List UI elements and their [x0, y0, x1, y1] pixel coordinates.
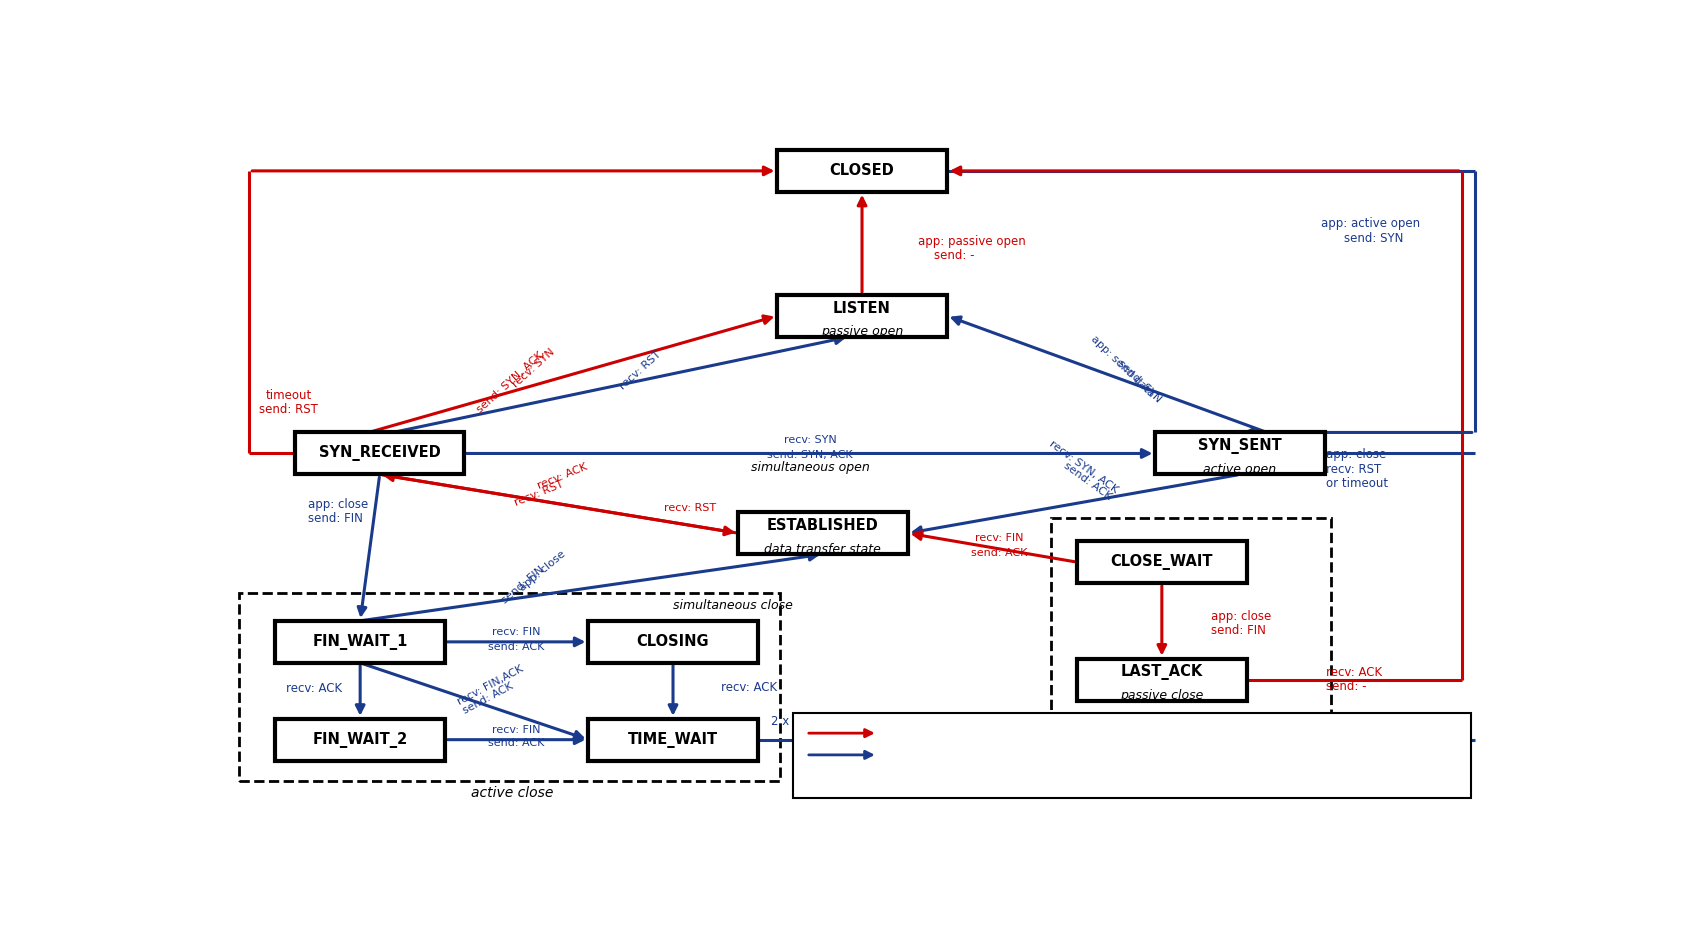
Text: recv: ACK: recv: ACK — [286, 682, 341, 695]
Text: recv: FIN: recv: FIN — [493, 628, 542, 637]
Text: send: SYN: send: SYN — [1115, 358, 1164, 404]
Text: Server State: Server State — [891, 726, 969, 740]
Text: send: ACK: send: ACK — [1061, 460, 1113, 502]
Text: 2 x MSL timeout: 2 x MSL timeout — [770, 715, 866, 728]
Text: FIN_WAIT_2: FIN_WAIT_2 — [313, 732, 407, 748]
FancyBboxPatch shape — [792, 713, 1470, 798]
Text: send: FIN: send: FIN — [500, 565, 547, 606]
Text: app: close: app: close — [1211, 610, 1272, 623]
Text: active close: active close — [471, 786, 553, 800]
Text: send: ACK: send: ACK — [488, 739, 545, 748]
Text: recv: FIN: recv: FIN — [493, 726, 542, 735]
FancyBboxPatch shape — [1156, 433, 1325, 474]
Text: app: send data: app: send data — [1090, 334, 1156, 399]
Text: SYN_SENT: SYN_SENT — [1198, 439, 1282, 455]
Text: send: SYN, ACK: send: SYN, ACK — [474, 350, 545, 415]
Text: send: ACK: send: ACK — [461, 681, 515, 716]
Text: LAST_ACK: LAST_ACK — [1120, 664, 1203, 680]
Text: SYN_RECEIVED: SYN_RECEIVED — [320, 445, 441, 461]
Text: LISTEN: LISTEN — [833, 301, 891, 316]
Text: app: close: app: close — [1325, 449, 1386, 461]
FancyBboxPatch shape — [1076, 659, 1246, 700]
Text: app: active open: app: active open — [1320, 216, 1420, 230]
Text: or timeout: or timeout — [1325, 477, 1388, 490]
Text: CLOSED: CLOSED — [829, 164, 895, 179]
Text: TIME_WAIT: TIME_WAIT — [627, 732, 718, 748]
Text: simultaneous open: simultaneous open — [750, 461, 870, 474]
FancyBboxPatch shape — [777, 295, 947, 337]
Text: simultaneous close: simultaneous close — [673, 599, 792, 613]
Text: send: RST: send: RST — [259, 404, 318, 417]
Text: app: close: app: close — [518, 549, 567, 593]
Text: ESTABLISHED: ESTABLISHED — [767, 518, 878, 534]
FancyBboxPatch shape — [276, 719, 444, 760]
Text: recv: SYN: recv: SYN — [511, 346, 557, 390]
Text: send: ACK: send: ACK — [488, 642, 545, 652]
Text: send: FIN: send: FIN — [1211, 625, 1267, 637]
Text: FIN_WAIT_1: FIN_WAIT_1 — [313, 634, 407, 650]
Text: send: -: send: - — [934, 249, 974, 263]
Text: active open: active open — [1204, 463, 1277, 476]
Text: recv: FIN: recv: FIN — [974, 534, 1023, 543]
FancyBboxPatch shape — [276, 621, 444, 662]
FancyBboxPatch shape — [777, 150, 947, 192]
Text: CLOSING: CLOSING — [637, 634, 710, 649]
Text: recv: ACK: recv: ACK — [537, 462, 589, 491]
Text: send: FIN: send: FIN — [308, 512, 363, 525]
Text: app: close: app: close — [308, 498, 368, 511]
Text: recv: Transition when segment received: recv: Transition when segment received — [1125, 748, 1376, 761]
Text: timeout: timeout — [266, 389, 311, 402]
Text: recv: RST: recv: RST — [513, 479, 565, 508]
FancyBboxPatch shape — [1076, 541, 1246, 583]
Text: passive close: passive close — [1120, 689, 1204, 702]
Text: recv: SYN: recv: SYN — [784, 436, 836, 445]
Text: Client State: Client State — [891, 748, 964, 761]
FancyBboxPatch shape — [294, 433, 464, 474]
Text: send: -: send: - — [1325, 680, 1366, 694]
Text: recv: SYN, ACK: recv: SYN, ACK — [1048, 439, 1120, 495]
Text: send: SYN, ACK: send: SYN, ACK — [767, 450, 853, 460]
FancyBboxPatch shape — [589, 719, 757, 760]
Text: data transfer state: data transfer state — [765, 543, 881, 555]
Text: recv: ACK: recv: ACK — [1325, 666, 1383, 678]
Text: app: App issues operation: app: App issues operation — [1125, 726, 1288, 740]
Text: app: passive open: app: passive open — [918, 234, 1026, 247]
Text: recv: FIN,ACK: recv: FIN,ACK — [456, 663, 525, 707]
Text: recv: RST: recv: RST — [617, 349, 663, 391]
Text: send: Transition when segment sent: send: Transition when segment sent — [1125, 772, 1352, 785]
Text: recv: RST: recv: RST — [664, 502, 717, 513]
FancyBboxPatch shape — [738, 512, 908, 554]
Text: send: ACK: send: ACK — [971, 548, 1028, 558]
Text: recv: RST: recv: RST — [1325, 463, 1381, 476]
Text: passive open: passive open — [821, 326, 903, 338]
Text: CLOSE_WAIT: CLOSE_WAIT — [1110, 554, 1213, 570]
FancyBboxPatch shape — [589, 621, 757, 662]
Text: send: SYN: send: SYN — [1344, 232, 1404, 246]
Text: recv: ACK: recv: ACK — [722, 681, 777, 694]
